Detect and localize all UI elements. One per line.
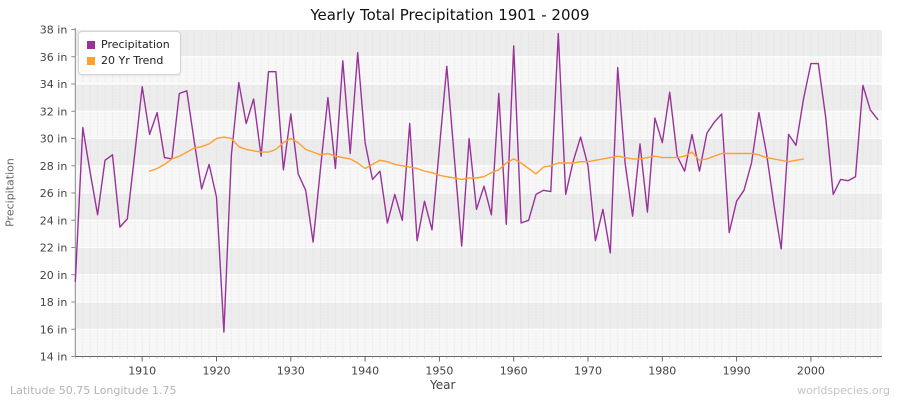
x-axis-title: Year — [430, 378, 456, 392]
y-axis-title: Precipitation — [3, 158, 17, 227]
svg-text:38 in: 38 in — [40, 24, 68, 37]
y-tick-labels: 38 in 36 in 34 in 32 in 30 in 28 in 26 in 24 in… — [40, 24, 76, 364]
footer-coordinates: Latitude 50.75 Longitude 1.75 — [10, 384, 177, 397]
x-tick-labels: 1910 1920 1930 1940 1950 1960 1970 1980 1990 2000 — [74, 356, 879, 378]
svg-text:26 in: 26 in — [40, 187, 68, 200]
svg-text:14 in: 14 in — [40, 351, 68, 364]
svg-text:1960: 1960 — [500, 365, 528, 378]
legend-item-trend: 20 Yr Trend — [87, 53, 170, 69]
legend-precipitation-label: Precipitation — [101, 38, 170, 51]
svg-text:2000: 2000 — [797, 365, 825, 378]
svg-text:22 in: 22 in — [40, 242, 68, 255]
trend-swatch-icon — [87, 57, 95, 65]
horizontal-gridlines — [75, 29, 882, 330]
svg-text:20 in: 20 in — [40, 269, 68, 282]
svg-text:28 in: 28 in — [40, 160, 68, 173]
trend-line — [148, 136, 805, 181]
svg-text:24 in: 24 in — [40, 214, 68, 227]
chart-title: Yearly Total Precipitation 1901 - 2009 — [310, 6, 590, 24]
svg-text:1980: 1980 — [648, 365, 676, 378]
svg-text:1910: 1910 — [128, 365, 156, 378]
precipitation-line — [74, 32, 879, 333]
precipitation-swatch-icon — [87, 41, 95, 49]
legend-trend-label: 20 Yr Trend — [101, 54, 164, 67]
footer-watermark: worldspecies.org — [797, 384, 890, 397]
svg-text:18 in: 18 in — [40, 296, 68, 309]
svg-text:36 in: 36 in — [40, 51, 68, 64]
svg-text:1990: 1990 — [723, 365, 751, 378]
svg-text:1920: 1920 — [203, 365, 231, 378]
svg-text:1970: 1970 — [574, 365, 602, 378]
svg-text:1930: 1930 — [277, 365, 305, 378]
svg-text:30 in: 30 in — [40, 133, 68, 146]
svg-text:16 in: 16 in — [40, 323, 68, 336]
legend: Precipitation 20 Yr Trend — [78, 31, 181, 75]
legend-item-precipitation: Precipitation — [87, 37, 170, 53]
svg-text:34 in: 34 in — [40, 78, 68, 91]
svg-text:1950: 1950 — [425, 365, 453, 378]
svg-text:1940: 1940 — [351, 365, 379, 378]
svg-text:32 in: 32 in — [40, 105, 68, 118]
